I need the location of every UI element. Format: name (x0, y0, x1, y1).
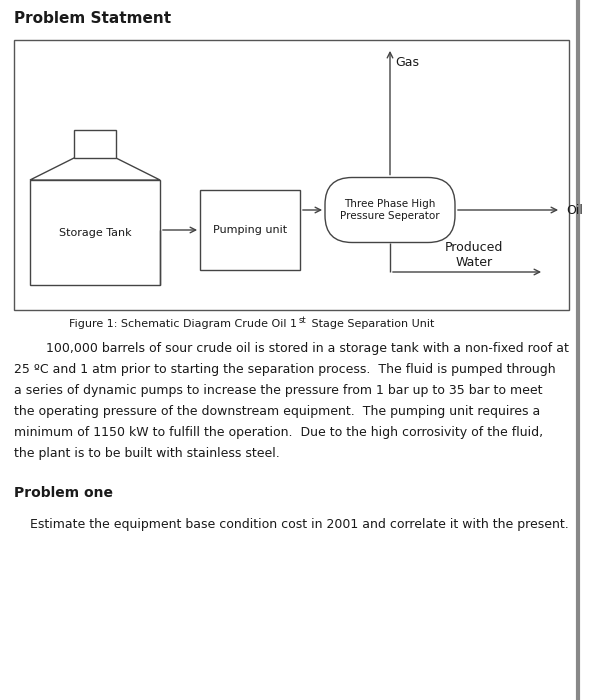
Text: Problem Statment: Problem Statment (14, 11, 171, 26)
Text: the operating pressure of the downstream equipment.  The pumping unit requires a: the operating pressure of the downstream… (14, 405, 540, 418)
Text: Three Phase High
Pressure Seperator: Three Phase High Pressure Seperator (340, 199, 440, 220)
Text: st: st (299, 316, 306, 325)
Text: the plant is to be built with stainless steel.: the plant is to be built with stainless … (14, 447, 280, 460)
Text: Problem one: Problem one (14, 486, 113, 500)
Text: Oil: Oil (566, 204, 583, 216)
Bar (30, 180, 160, 285)
Text: Produced
Water: Produced Water (445, 241, 503, 269)
Text: Pumping unit: Pumping unit (213, 225, 287, 235)
Text: Storage Tank: Storage Tank (59, 228, 131, 237)
Bar (74, 130, 116, 158)
FancyBboxPatch shape (325, 178, 455, 242)
Bar (200, 190, 300, 270)
Bar (14, 40, 569, 310)
Text: Figure 1: Schematic Diagram Crude Oil 1: Figure 1: Schematic Diagram Crude Oil 1 (69, 319, 297, 329)
Text: Stage Separation Unit: Stage Separation Unit (308, 319, 434, 329)
Text: 100,000 barrels of sour crude oil is stored in a storage tank with a non-fixed r: 100,000 barrels of sour crude oil is sto… (14, 342, 569, 355)
Text: minimum of 1150 kW to fulfill the operation.  Due to the high corrosivity of the: minimum of 1150 kW to fulfill the operat… (14, 426, 543, 439)
Text: Gas: Gas (395, 56, 419, 69)
Text: a series of dynamic pumps to increase the pressure from 1 bar up to 35 bar to me: a series of dynamic pumps to increase th… (14, 384, 543, 397)
Text: Estimate the equipment base condition cost in 2001 and correlate it with the pre: Estimate the equipment base condition co… (14, 518, 569, 531)
Text: 25 ºC and 1 atm prior to starting the separation process.  The fluid is pumped t: 25 ºC and 1 atm prior to starting the se… (14, 363, 556, 376)
Polygon shape (30, 158, 160, 180)
